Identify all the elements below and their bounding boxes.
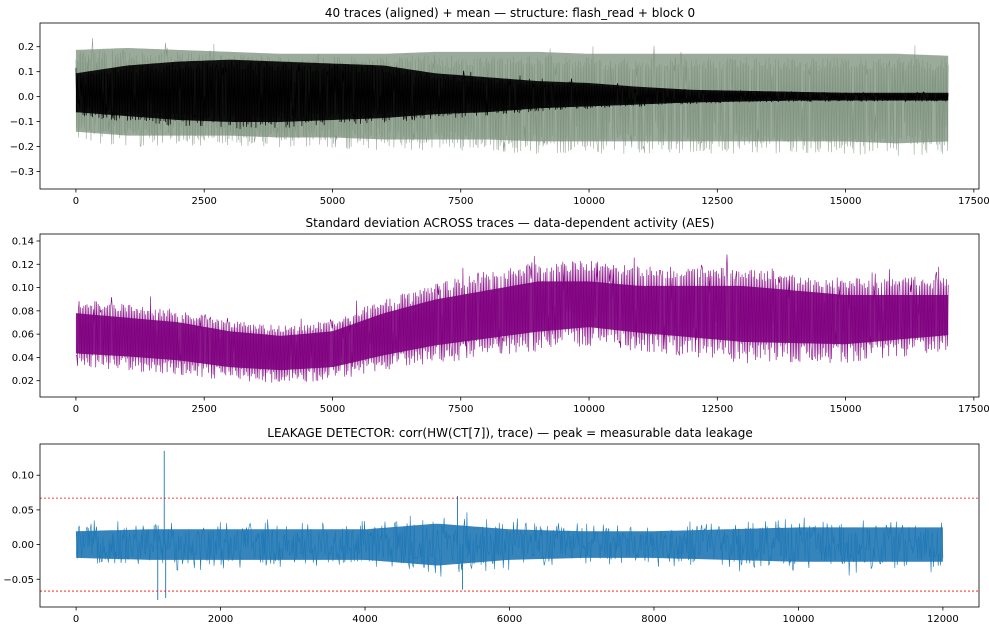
x-tick-label: 5000 bbox=[320, 196, 345, 207]
series-band-corr bbox=[76, 523, 943, 566]
panel-title: Standard deviation ACROSS traces — data-… bbox=[306, 216, 715, 230]
y-tick-label: 0.12 bbox=[12, 260, 34, 271]
x-tick-label: 15000 bbox=[830, 196, 862, 207]
y-axis: 0.02 0.04 0.06 0.08 0.10 0.12 0.14 bbox=[12, 236, 40, 387]
axes-frame bbox=[39, 22, 980, 190]
y-tick-label: 0.0 bbox=[18, 92, 34, 103]
y-tick-label: 0.10 bbox=[12, 471, 34, 482]
x-tick-label: 17500 bbox=[958, 196, 989, 207]
y-tick-label: 0.08 bbox=[12, 306, 34, 317]
x-tick-label: 10000 bbox=[573, 196, 605, 207]
x-tick-label: 17500 bbox=[958, 404, 989, 415]
x-tick-label: 0 bbox=[73, 404, 79, 415]
y-tick-label: −0.2 bbox=[10, 142, 34, 153]
x-tick-label: 2500 bbox=[191, 196, 216, 207]
x-tick-label: 4000 bbox=[352, 614, 377, 625]
x-tick-label: 12500 bbox=[701, 404, 733, 415]
x-axis: 0 2000 4000 6000 8000 10000 12000 bbox=[73, 607, 959, 625]
y-tick-label: −0.05 bbox=[3, 575, 34, 586]
x-tick-label: 6000 bbox=[497, 614, 522, 625]
axes-frame bbox=[39, 443, 980, 608]
series-band-std bbox=[75, 281, 949, 371]
y-tick-label: 0.02 bbox=[12, 376, 34, 387]
panel-title: LEAKAGE DETECTOR: corr(HW(CT[7]), trace)… bbox=[267, 426, 752, 440]
x-tick-label: 5000 bbox=[320, 404, 345, 415]
plot-area bbox=[75, 38, 949, 156]
panel-leakage: LEAKAGE DETECTOR: corr(HW(CT[7]), trace)… bbox=[3, 426, 980, 625]
panel-traces: 40 traces (aligned) + mean — structure: … bbox=[10, 6, 989, 207]
y-tick-label: −0.3 bbox=[10, 167, 34, 178]
panel-title: 40 traces (aligned) + mean — structure: … bbox=[325, 6, 695, 20]
x-tick-label: 7500 bbox=[448, 196, 473, 207]
x-tick-label: 15000 bbox=[830, 404, 862, 415]
y-tick-label: 0.05 bbox=[12, 505, 34, 516]
x-tick-label: 2000 bbox=[208, 614, 233, 625]
y-axis: −0.3 −0.2 −0.1 0.0 0.1 0.2 bbox=[10, 42, 40, 178]
plot-area bbox=[75, 254, 949, 383]
series-band-mean bbox=[75, 59, 949, 122]
x-tick-label: 2500 bbox=[191, 404, 216, 415]
x-tick-label: 7500 bbox=[448, 404, 473, 415]
y-tick-label: 0.06 bbox=[12, 330, 34, 341]
plot-area bbox=[40, 450, 979, 601]
y-tick-label: 0.04 bbox=[12, 353, 34, 364]
x-tick-label: 12000 bbox=[927, 614, 959, 625]
x-axis: 0 2500 5000 7500 10000 12500 15000 17500 bbox=[73, 397, 989, 415]
x-axis: 0 2500 5000 7500 10000 12500 15000 17500 bbox=[73, 189, 989, 207]
x-tick-label: 0 bbox=[73, 196, 79, 207]
y-tick-label: 0.14 bbox=[12, 236, 34, 247]
x-tick-label: 10000 bbox=[573, 404, 605, 415]
y-axis: −0.05 0.00 0.05 0.10 bbox=[3, 471, 40, 586]
x-tick-label: 12500 bbox=[701, 196, 733, 207]
x-tick-label: 8000 bbox=[641, 614, 666, 625]
y-tick-label: 0.00 bbox=[12, 540, 34, 551]
y-tick-label: −0.1 bbox=[10, 117, 34, 128]
x-tick-label: 0 bbox=[73, 614, 79, 625]
x-tick-label: 10000 bbox=[783, 614, 815, 625]
y-tick-label: 0.1 bbox=[18, 67, 34, 78]
panel-std: Standard deviation ACROSS traces — data-… bbox=[12, 216, 989, 415]
y-tick-label: 0.2 bbox=[18, 42, 34, 53]
axes-frame bbox=[39, 233, 980, 398]
y-tick-label: 0.10 bbox=[12, 283, 34, 294]
